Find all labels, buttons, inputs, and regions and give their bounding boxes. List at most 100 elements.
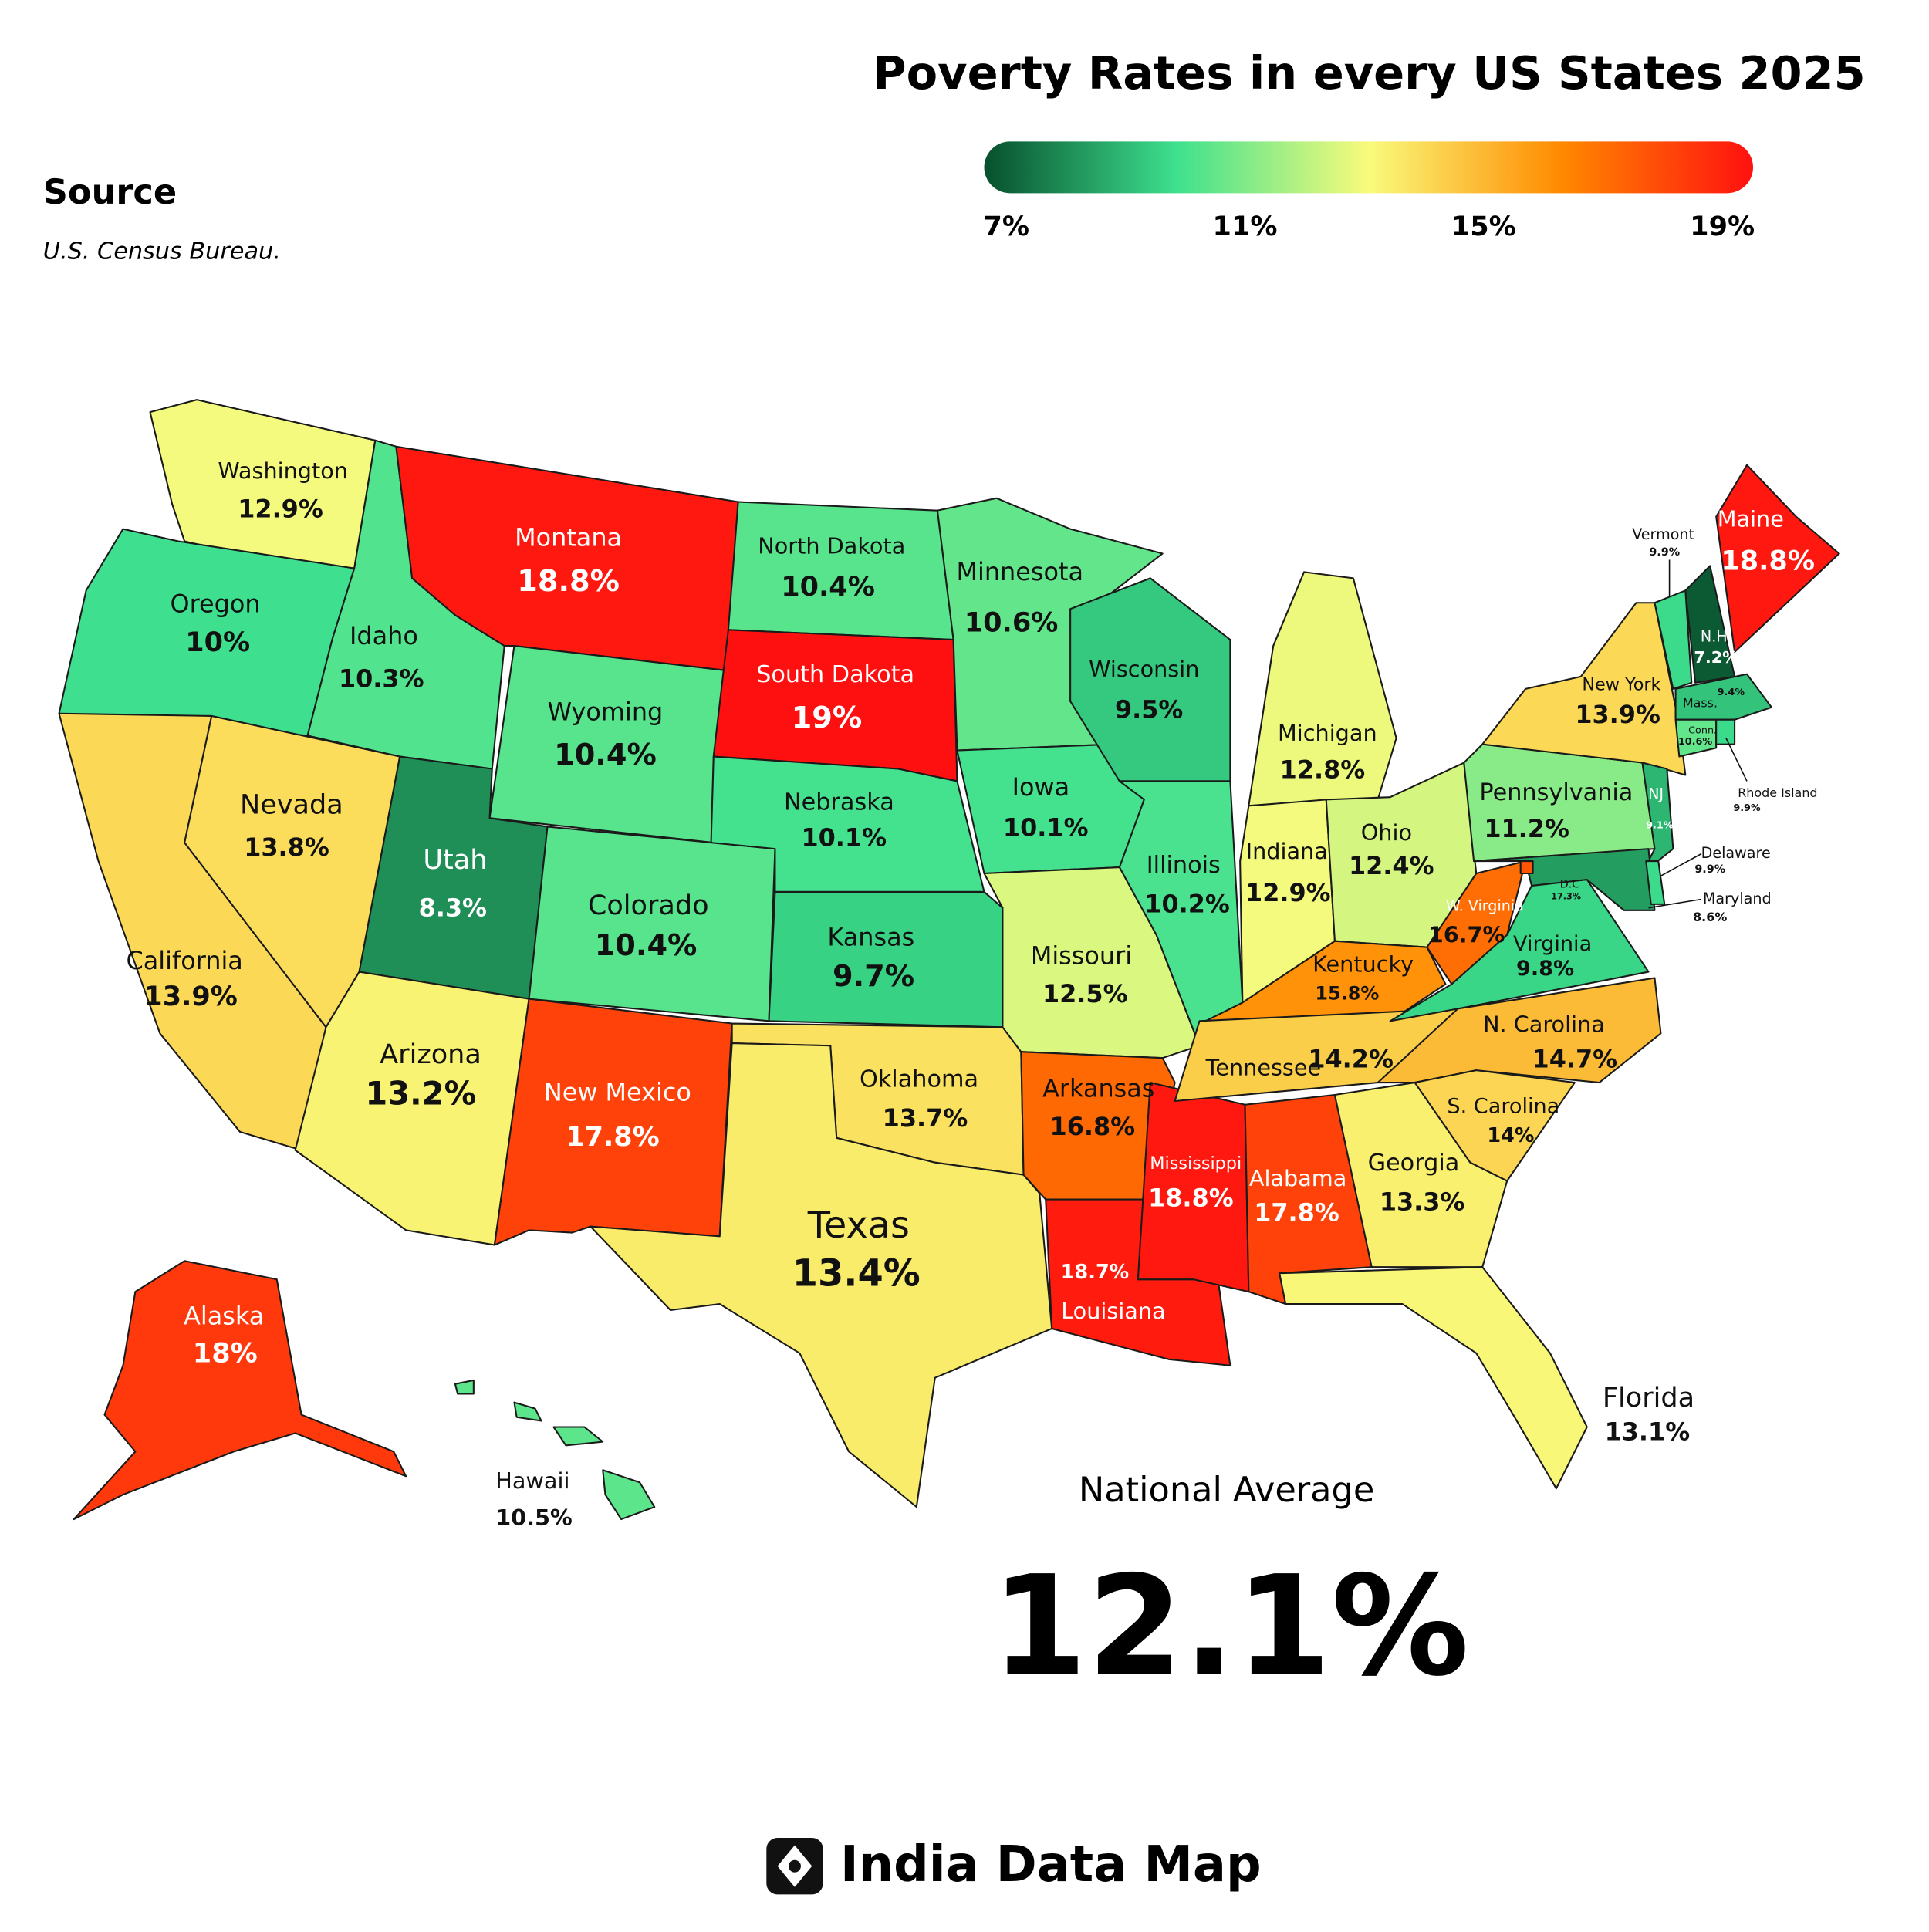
state-value: 9.7%: [833, 959, 914, 994]
state-value: 10.3%: [339, 664, 424, 694]
state-name: Wyoming: [548, 697, 664, 727]
state-value: 13.7%: [883, 1103, 968, 1133]
state-name: Utah: [423, 844, 487, 876]
state-value: 13.2%: [365, 1076, 476, 1113]
state-value: 10.4%: [595, 928, 698, 963]
state-shape: [1426, 860, 1527, 985]
state-name: Texas: [807, 1204, 910, 1247]
state-name: Kansas: [827, 923, 914, 952]
state-value: 13.1%: [1605, 1417, 1691, 1446]
state-value: 10.6%: [964, 606, 1059, 638]
state-shape: [1118, 780, 1244, 1047]
legend-bar: [984, 141, 1754, 194]
state-value: 12.9%: [1245, 878, 1331, 907]
state-name: Alaska: [184, 1302, 264, 1331]
state-value: 17.3%: [1551, 891, 1581, 901]
state-name: Montana: [515, 522, 622, 552]
state-value: 10%: [185, 627, 250, 658]
state-value: 17.8%: [566, 1121, 660, 1153]
source: U.S. Census Bureau.: [43, 238, 281, 265]
state-value: 13.8%: [244, 833, 329, 862]
state-name: Virginia: [1513, 932, 1592, 956]
state-name: Wisconsin: [1089, 656, 1199, 682]
state-shape: [1715, 464, 1840, 654]
state-shape: [590, 1042, 1053, 1508]
state-value: 18.8%: [1148, 1184, 1234, 1213]
state-name: Kentucky: [1312, 951, 1414, 978]
state-shape: [1715, 718, 1736, 745]
state-value: 18.7%: [1061, 1261, 1129, 1284]
state-name: Iowa: [1012, 772, 1070, 802]
state-value: 12.9%: [238, 495, 323, 524]
state-value: 14.7%: [1532, 1044, 1618, 1073]
state-value: 8.6%: [1693, 910, 1727, 924]
state-shape: [1645, 860, 1666, 905]
state-value: 13.9%: [1575, 700, 1660, 729]
source-heading: Source: [43, 172, 177, 212]
state-value: 13.4%: [792, 1252, 921, 1295]
state-value: 15.8%: [1315, 982, 1379, 1004]
state-name: Mass.: [1683, 695, 1718, 710]
leader-line: [1648, 898, 1702, 909]
state-name: Missouri: [1031, 941, 1132, 970]
state-name: Georgia: [1368, 1150, 1460, 1177]
state-value: 11.2%: [1484, 814, 1569, 843]
state-value: 18.8%: [517, 564, 620, 599]
state-name: Arkansas: [1042, 1074, 1154, 1103]
state-name: Indiana: [1246, 838, 1328, 864]
state-value: 14%: [1487, 1124, 1534, 1147]
state-name: Oregon: [170, 589, 260, 618]
state-name: New York: [1582, 675, 1660, 695]
state-value: 7.2%: [1694, 648, 1738, 667]
state-name: Washington: [218, 458, 348, 484]
brand-icon-dot: [789, 1859, 801, 1873]
state-name: New Mexico: [544, 1077, 691, 1106]
state-shape: [1279, 1266, 1588, 1490]
state-name: Hawaii: [495, 1468, 569, 1494]
state-name: Illinois: [1147, 852, 1221, 879]
state-name: Conn.: [1688, 725, 1717, 737]
state-value: 9.8%: [1516, 957, 1574, 981]
state-shape: [1654, 589, 1693, 690]
state-name: Arizona: [380, 1039, 481, 1070]
state-name: South Dakota: [756, 661, 914, 688]
state-value: 10.2%: [1144, 889, 1230, 918]
state-shape: [1674, 718, 1718, 758]
state-value: 10.6%: [1678, 736, 1712, 748]
state-name: D.C: [1560, 878, 1580, 890]
state-name: Tennessee: [1205, 1055, 1322, 1081]
leader-line: [1725, 738, 1748, 782]
states: [58, 399, 1840, 1521]
state-name: Michigan: [1278, 720, 1377, 746]
state-value: 18%: [193, 1337, 258, 1369]
state-value: 9.1%: [1646, 819, 1674, 831]
state-value: 12.4%: [1349, 851, 1434, 880]
state-name: Florida: [1603, 1382, 1694, 1414]
leader-line: [1660, 853, 1702, 876]
state-shape: [454, 1379, 656, 1521]
state-shape: [528, 826, 776, 1022]
state-name: Maine: [1718, 505, 1784, 532]
state-name: Louisiana: [1061, 1298, 1165, 1324]
state-shape: [493, 998, 733, 1246]
brand: India Data Map: [840, 1836, 1262, 1893]
legend-tick-label: 15%: [1451, 211, 1516, 242]
title: Poverty Rates in every US States 2025: [873, 46, 1865, 100]
state-value: 12.5%: [1042, 979, 1128, 1008]
state-value: 10.1%: [801, 822, 887, 852]
state-name: Delaware: [1701, 844, 1771, 862]
state-name: Nevada: [240, 789, 343, 820]
state-name: NJ: [1648, 785, 1664, 802]
state-value: 9.9%: [1649, 546, 1680, 559]
state-name: Vermont: [1632, 525, 1694, 543]
state-value: 13.3%: [1380, 1187, 1465, 1216]
state-name: Mississippi: [1150, 1153, 1242, 1174]
state-value: 16.8%: [1050, 1112, 1136, 1141]
legend-tick-label: 11%: [1213, 211, 1278, 242]
state-value: 19%: [792, 701, 863, 735]
state-name: Idaho: [350, 621, 418, 650]
state-name: N. Carolina: [1483, 1012, 1605, 1038]
state-value: 10.1%: [1003, 813, 1089, 843]
national-average-label: National Average: [1079, 1470, 1374, 1510]
labels: Washington 12.9% Oregon 10% California 13.9% N…: [126, 458, 1817, 1531]
